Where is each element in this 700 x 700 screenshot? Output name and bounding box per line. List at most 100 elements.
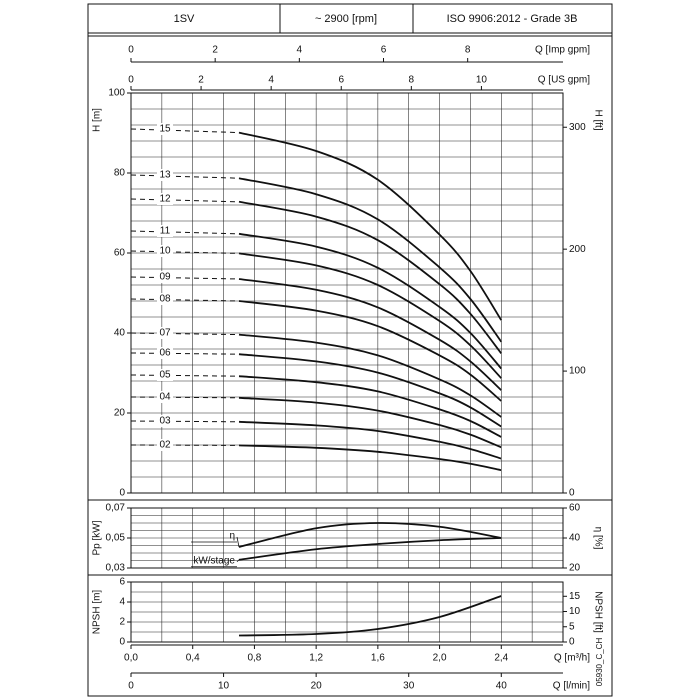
bottom-axis-tick-label: 10 xyxy=(218,681,230,692)
stage-label: 08 xyxy=(159,294,171,305)
stage-label: 12 xyxy=(159,194,171,205)
head-curve xyxy=(238,252,502,379)
stage-label: 06 xyxy=(159,348,171,359)
stage-label: 04 xyxy=(159,392,171,403)
stage-label-bg xyxy=(157,327,173,339)
top-axis-tick-label: 6 xyxy=(338,75,344,86)
stage-label: 05 xyxy=(159,370,171,381)
y-tick-label: 0,03 xyxy=(106,563,126,574)
y2-tick-label: 20 xyxy=(569,563,581,574)
series-label: η xyxy=(229,531,235,542)
y-tick-label: 60 xyxy=(114,248,126,259)
x-tick-label: 0,0 xyxy=(124,653,138,664)
sheet-frame xyxy=(87,3,613,697)
top-axis-title: Q [US gpm] xyxy=(538,75,590,86)
head-curve xyxy=(238,131,503,321)
top-axis-tick-label: 4 xyxy=(268,75,274,86)
stage-label-bg xyxy=(157,369,173,381)
y-axis-title: H [m] xyxy=(92,108,103,132)
y-tick-label: 0,07 xyxy=(106,503,126,514)
x-tick-label: 2,4 xyxy=(494,653,508,664)
plot-frame xyxy=(130,92,564,494)
y-tick-label: 0,05 xyxy=(106,533,126,544)
y-tick-label: 20 xyxy=(114,408,126,419)
stage-label: 02 xyxy=(159,440,171,451)
y2-tick-label: 300 xyxy=(569,122,586,133)
y-axis-title: NPSH [m] xyxy=(92,590,103,635)
y-axis-title: Pp [kW] xyxy=(92,520,103,555)
y2-tick-label: 0 xyxy=(569,637,575,648)
bottom-axis-tick-label: 30 xyxy=(403,681,415,692)
head-curve-extrapolated xyxy=(130,332,240,336)
head-curve xyxy=(238,420,502,460)
stage-label: 11 xyxy=(160,226,171,237)
stage-label: 03 xyxy=(159,416,171,427)
head-curve-extrapolated xyxy=(130,276,240,280)
head-curve-extrapolated xyxy=(130,420,240,423)
head-curve-extrapolated xyxy=(130,396,240,399)
stage-label-bg xyxy=(157,225,173,237)
head-curve-extrapolated xyxy=(130,230,240,235)
series-leader xyxy=(236,559,240,563)
y-tick-label: 4 xyxy=(119,597,125,608)
stage-label-bg xyxy=(157,193,173,205)
y-tick-label: 0 xyxy=(119,488,125,499)
header-cell: 1SV xyxy=(174,13,195,25)
y2-tick-label: 100 xyxy=(569,366,586,377)
top-axis-tick-label: 2 xyxy=(212,45,218,56)
x-tick-label: 0,4 xyxy=(186,653,200,664)
series-label: kW/stage xyxy=(193,555,235,566)
stage-label: 07 xyxy=(159,328,171,339)
y2-axis-title: η [%] xyxy=(592,527,603,550)
x-tick-label: 0,8 xyxy=(247,653,261,664)
y2-tick-label: 200 xyxy=(569,244,586,255)
head-curve xyxy=(238,200,502,354)
head-curve-extrapolated xyxy=(130,198,240,203)
y2-tick-label: 5 xyxy=(569,621,575,632)
head-curve-extrapolated xyxy=(130,374,240,377)
stage-label: 10 xyxy=(159,246,171,257)
head-curve xyxy=(238,444,502,472)
stage-label-bg xyxy=(157,245,173,257)
header-cell: ISO 9906:2012 - Grade 3B xyxy=(447,13,578,25)
y-tick-label: 40 xyxy=(114,328,126,339)
stage-label-bg xyxy=(157,123,173,135)
drawing-code: 05930_C_CH xyxy=(595,638,604,687)
head-curve-extrapolated xyxy=(130,298,240,302)
y-tick-label: 2 xyxy=(119,617,125,628)
head-curve xyxy=(238,300,502,402)
top-axis-title: Q [Imp gpm] xyxy=(535,45,590,56)
x-tick-label: 1,6 xyxy=(371,653,385,664)
stage-label-bg xyxy=(157,293,173,305)
top-axis-tick-label: 10 xyxy=(476,75,488,86)
top-axis-tick-label: 6 xyxy=(381,45,387,56)
head-curve-extrapolated xyxy=(130,352,240,355)
curve xyxy=(238,595,502,637)
y2-tick-label: 40 xyxy=(569,533,581,544)
head-curve xyxy=(238,232,502,370)
stage-label: 15 xyxy=(159,124,171,135)
y2-tick-label: 15 xyxy=(569,591,581,602)
header-cell: ~ 2900 [rpm] xyxy=(315,13,377,25)
stage-label-bg xyxy=(157,347,173,359)
curve xyxy=(238,537,502,561)
y2-tick-label: 10 xyxy=(569,606,581,617)
x-tick-label: 1,2 xyxy=(309,653,323,664)
head-curve xyxy=(238,396,502,449)
top-axis-tick-label: 0 xyxy=(128,45,134,56)
head-curve xyxy=(238,278,502,391)
head-curve xyxy=(238,375,502,438)
top-axis-tick-label: 8 xyxy=(409,75,415,86)
stage-label-bg xyxy=(157,391,173,403)
top-axis-tick-label: 8 xyxy=(465,45,471,56)
top-axis-tick-label: 0 xyxy=(128,75,134,86)
y2-axis-title: NPSH [ft] xyxy=(592,591,603,633)
bottom-axis-tick-label: 0 xyxy=(128,681,134,692)
head-curve xyxy=(238,177,503,343)
y2-tick-label: 60 xyxy=(569,503,581,514)
y2-axis-title: H [ft] xyxy=(592,109,603,130)
stage-label: 13 xyxy=(159,170,171,181)
top-axis-tick-label: 2 xyxy=(198,75,204,86)
bottom-axis-tick-label: 20 xyxy=(311,681,323,692)
